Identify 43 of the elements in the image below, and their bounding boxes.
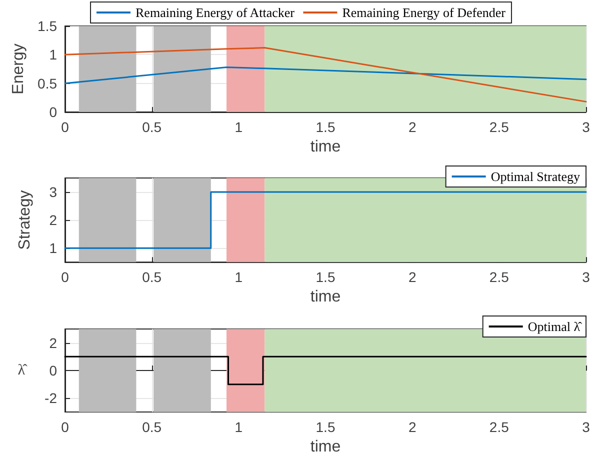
x-axis-title: time bbox=[310, 288, 341, 306]
x-tick-label: 0 bbox=[61, 119, 70, 135]
line-series bbox=[64, 66, 587, 84]
x-tick-label: 1.5 bbox=[316, 119, 336, 135]
y-axis-title: Strategy bbox=[16, 190, 34, 250]
y-tick-label: 3 bbox=[49, 184, 58, 200]
x-tick-label: 2.5 bbox=[489, 419, 510, 435]
x-axis-title: time bbox=[310, 438, 341, 456]
y-tick-label: 0 bbox=[49, 104, 58, 120]
x-tick-label: 2.5 bbox=[489, 119, 510, 135]
legend-label: Remaining Energy of Defender bbox=[342, 5, 506, 20]
x-tick-label: 3 bbox=[582, 419, 590, 435]
legend-label: Optimal Strategy bbox=[490, 169, 580, 184]
x-tick-label: 0.5 bbox=[142, 269, 162, 286]
x-tick-label: 3 bbox=[582, 269, 590, 286]
x-tick-label: 0 bbox=[61, 269, 70, 286]
x-tick-label: 3 bbox=[582, 119, 590, 135]
line-series bbox=[64, 47, 587, 102]
x-tick-label: 2.5 bbox=[489, 269, 510, 286]
x-tick-label: 1.5 bbox=[316, 269, 336, 286]
x-tick-label: 0.5 bbox=[142, 419, 162, 435]
x-axis-title: time bbox=[310, 138, 341, 156]
x-tick-label: 1 bbox=[234, 419, 243, 435]
x-tick-label: 2 bbox=[408, 269, 416, 286]
legend-label: Optimal λ̂ bbox=[528, 319, 583, 334]
x-tick-label: 1.5 bbox=[316, 419, 336, 435]
y-tick-label: 0.5 bbox=[38, 75, 58, 92]
x-tick-label: 0.5 bbox=[142, 119, 162, 135]
y-tick-label: 2 bbox=[49, 212, 58, 228]
y-tick-label: 1 bbox=[49, 46, 58, 63]
y-tick-label: 0 bbox=[49, 362, 58, 378]
x-tick-label: 1 bbox=[234, 269, 243, 286]
y-tick-label: 2 bbox=[49, 334, 58, 351]
y-tick-label: 1.5 bbox=[38, 18, 58, 34]
y-tick-label: -2 bbox=[44, 390, 58, 406]
y-axis-title: Energy bbox=[10, 44, 28, 94]
x-tick-label: 2 bbox=[408, 119, 416, 135]
y-axis-title: λ̂ bbox=[18, 362, 28, 378]
y-tick-label: 1 bbox=[49, 240, 58, 256]
legend-label: Remaining Energy of Attacker bbox=[136, 5, 296, 20]
x-tick-label: 0 bbox=[61, 419, 70, 435]
x-tick-label: 1 bbox=[234, 119, 243, 135]
x-tick-label: 2 bbox=[408, 419, 416, 435]
